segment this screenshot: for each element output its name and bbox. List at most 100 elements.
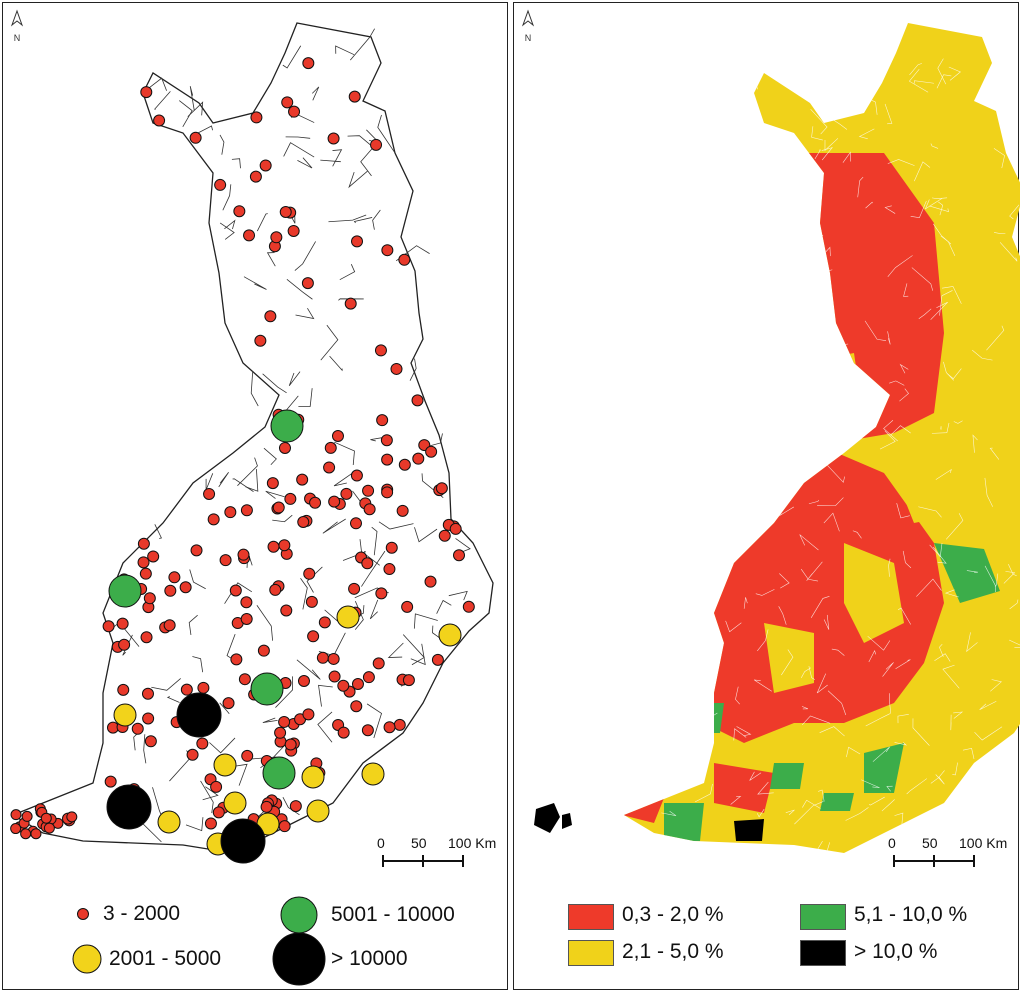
- municipality-border: [425, 433, 443, 448]
- municipality-border: [263, 447, 277, 466]
- municipality-border: [147, 77, 167, 91]
- municipality-dot: [348, 582, 361, 595]
- municipality-border: [692, 726, 697, 739]
- municipality-dot: [383, 721, 396, 734]
- municipality-dot: [289, 800, 302, 813]
- municipality-border: [328, 214, 367, 223]
- municipality-border: [777, 333, 799, 347]
- municipality-border: [672, 617, 692, 635]
- municipality-border: [668, 196, 676, 208]
- municipality-border: [661, 811, 677, 817]
- municipality-border: [646, 79, 652, 86]
- municipality-dot-medium: [301, 765, 325, 789]
- municipality-border: [758, 130, 779, 148]
- municipality-border: [943, 361, 954, 381]
- municipality-border: [931, 197, 948, 199]
- municipality-border: [989, 447, 1000, 460]
- municipality-dot: [425, 445, 438, 458]
- municipality-border: [943, 826, 957, 840]
- municipality-dot-xlarge: [176, 692, 222, 738]
- municipality-dot: [349, 517, 362, 530]
- scale-bar: [382, 855, 464, 867]
- municipality-border: [282, 797, 300, 816]
- municipality-dot: [163, 619, 176, 632]
- municipality-border: [670, 295, 682, 318]
- municipality-border: [990, 679, 1002, 692]
- municipality-dot: [380, 434, 393, 447]
- municipality-dot: [219, 554, 232, 567]
- municipality-border: [333, 471, 355, 487]
- municipality-border: [942, 664, 960, 689]
- municipality-border: [335, 45, 355, 56]
- municipality-border: [781, 649, 794, 676]
- municipality-dot: [179, 581, 192, 594]
- municipality-border: [810, 325, 820, 339]
- municipality-border: [816, 673, 828, 694]
- municipality-border: [895, 659, 911, 669]
- municipality-border: [945, 513, 964, 540]
- municipality-border: [882, 662, 894, 677]
- municipality-border: [1011, 61, 1020, 70]
- municipality-border: [402, 634, 425, 666]
- municipality-border: [846, 746, 861, 758]
- municipality-border: [929, 542, 943, 558]
- municipality-border: [676, 278, 692, 293]
- municipality-border: [666, 784, 674, 793]
- municipality-border: [972, 349, 993, 361]
- municipality-border: [1003, 571, 1016, 584]
- municipality-border: [143, 734, 147, 764]
- municipality-border: [746, 76, 758, 90]
- municipality-border: [677, 578, 684, 587]
- municipality-border: [652, 308, 661, 319]
- municipality-border: [348, 170, 368, 189]
- municipality-dot: [385, 541, 398, 554]
- municipality-border: [189, 569, 206, 590]
- legend-swatch-green: [800, 904, 846, 930]
- municipality-border: [300, 578, 308, 610]
- municipality-border: [448, 590, 468, 601]
- municipality-dot: [189, 131, 202, 144]
- municipality-border: [966, 632, 978, 653]
- scale-tick-50: 50: [922, 835, 938, 851]
- municipality-border: [342, 551, 366, 561]
- legend-label-black: > 10,0 %: [854, 940, 938, 963]
- municipality-border: [361, 550, 386, 587]
- aland-islands: [534, 803, 572, 833]
- municipality-border: [729, 399, 738, 424]
- municipality-dot: [309, 496, 322, 509]
- municipality-border: [665, 64, 684, 86]
- legend-label-xlarge: > 10000: [331, 947, 408, 970]
- municipality-border: [672, 442, 692, 461]
- municipality-dot: [20, 828, 32, 840]
- municipality-dot: [297, 516, 310, 529]
- municipality-border: [749, 771, 762, 781]
- municipality-dot: [327, 652, 340, 665]
- municipality-border: [829, 440, 842, 445]
- municipality-border: [673, 751, 691, 772]
- municipality-border: [912, 718, 930, 746]
- municipality-border: [627, 176, 633, 193]
- municipality-border: [243, 276, 267, 290]
- municipality-border: [781, 458, 800, 472]
- municipality-border: [645, 176, 658, 195]
- municipality-border: [333, 441, 355, 466]
- municipality-border: [192, 656, 204, 673]
- municipality-border: [842, 151, 851, 163]
- municipality-border: [825, 463, 845, 483]
- municipality-border: [320, 324, 339, 361]
- municipality-border: [888, 558, 891, 577]
- municipality-border: [754, 442, 771, 453]
- municipality-border: [1009, 599, 1019, 610]
- municipality-border: [1010, 790, 1019, 796]
- municipality-dot: [350, 469, 363, 482]
- municipality-dot: [240, 596, 253, 609]
- municipality-dot: [118, 638, 131, 651]
- municipality-dot: [351, 678, 364, 691]
- municipality-dot: [222, 697, 235, 710]
- municipality-border: [675, 187, 692, 206]
- municipality-dot: [40, 812, 52, 824]
- municipality-border: [694, 783, 713, 803]
- municipality-dot: [307, 630, 320, 643]
- municipality-border: [642, 412, 656, 424]
- right-map-panel: N: [513, 2, 1020, 990]
